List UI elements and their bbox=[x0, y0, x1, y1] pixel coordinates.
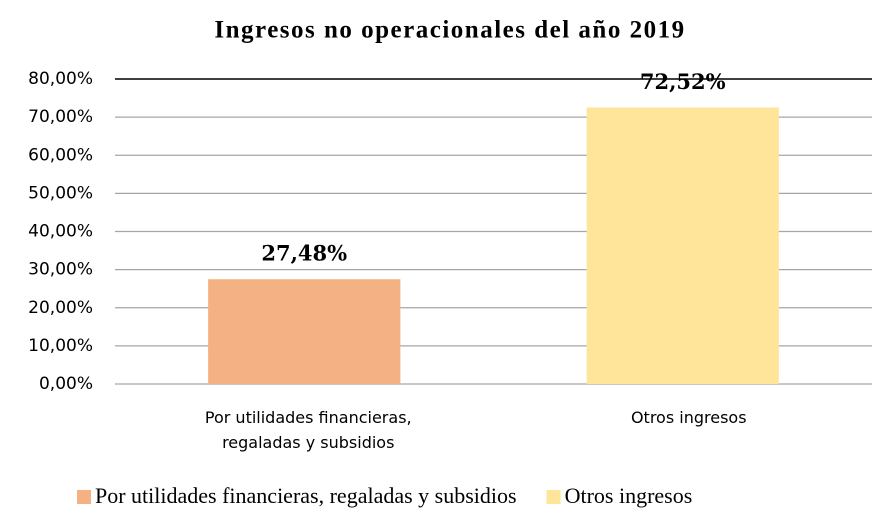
data-label: 72,52% bbox=[640, 69, 726, 94]
legend-swatch bbox=[77, 490, 91, 504]
legend-swatch bbox=[546, 490, 561, 504]
x-tick-label: Por utilidades financieras, regaladas y … bbox=[204, 408, 412, 452]
y-tick-label: 0,00% bbox=[39, 374, 93, 394]
y-tick-label: 40,00% bbox=[28, 222, 93, 242]
data-label: 27,48% bbox=[261, 241, 347, 266]
x-tick-label: Otros ingresos bbox=[630, 408, 747, 427]
legend-label: Otros ingresos bbox=[565, 483, 693, 508]
y-tick-label: 50,00% bbox=[28, 183, 93, 203]
legend-label: Por utilidades financieras, regaladas y … bbox=[95, 483, 517, 508]
y-tick-label: 20,00% bbox=[28, 298, 93, 318]
y-tick-label: 60,00% bbox=[28, 145, 93, 165]
bar bbox=[586, 107, 779, 384]
y-tick-label: 70,00% bbox=[28, 107, 93, 127]
chart-title: Ingresos no operacionales del año 2019 bbox=[214, 17, 685, 44]
y-tick-label: 10,00% bbox=[28, 336, 93, 356]
bar bbox=[208, 279, 401, 384]
y-tick-label: 80,00% bbox=[28, 69, 93, 89]
y-tick-label: 30,00% bbox=[28, 260, 93, 280]
